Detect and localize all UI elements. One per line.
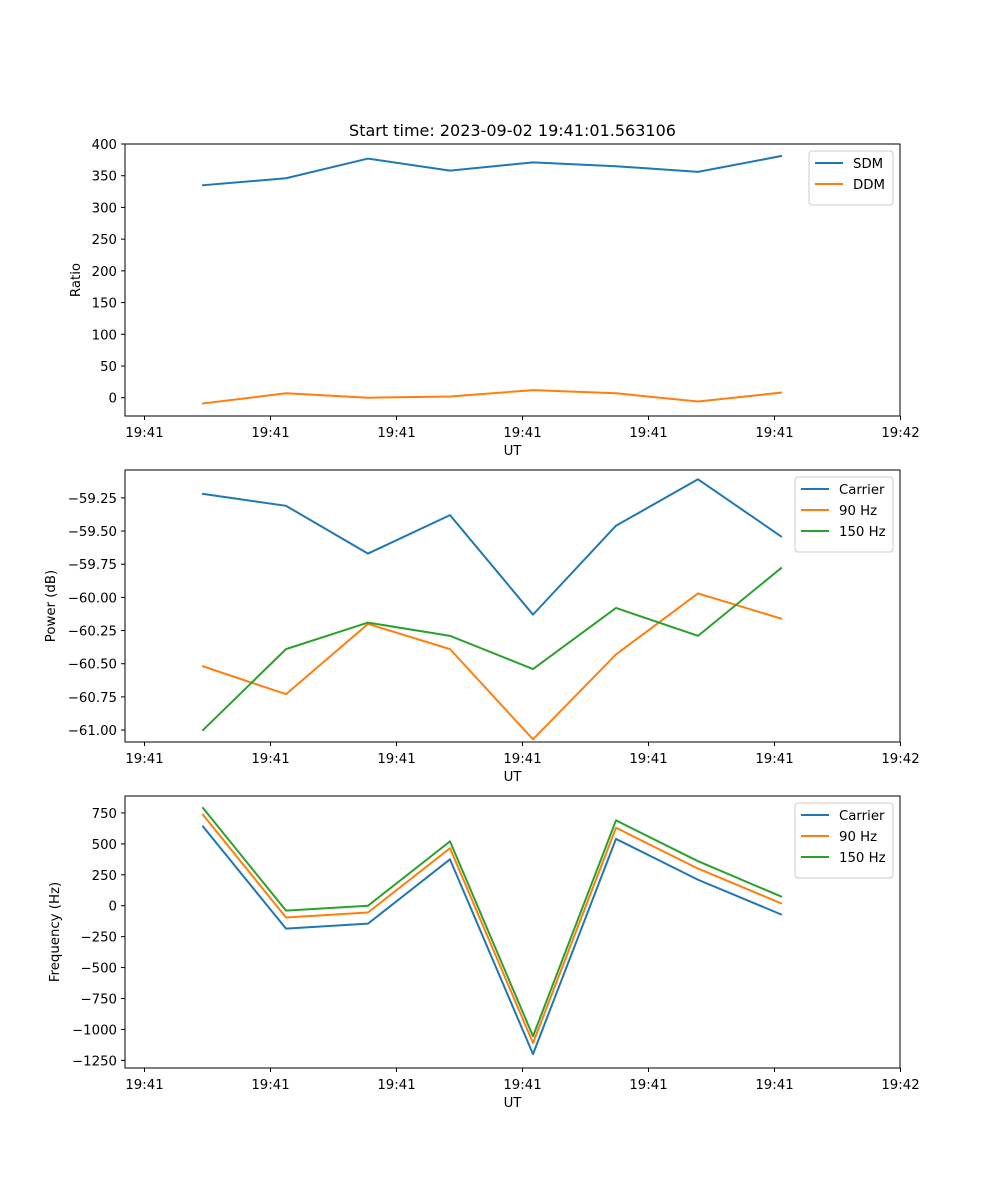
y-tick-label: −60.00: [68, 591, 117, 606]
y-tick-label: 50: [100, 360, 117, 375]
legend-box: [794, 476, 894, 553]
x-axis-label: UT: [504, 1096, 523, 1111]
x-tick-label: 19:42: [881, 1078, 919, 1093]
legend-entry-label: Carrier: [839, 483, 885, 498]
y-tick-label: 100: [92, 328, 117, 343]
legend: Carrier 90 Hz 150 Hz: [794, 476, 894, 553]
x-tick-label: 19:41: [125, 426, 163, 441]
axes-frame: [124, 469, 901, 743]
legend-entry-label: DDM: [853, 178, 885, 193]
y-tick-label: 750: [92, 807, 117, 822]
x-axis-label: UT: [504, 770, 523, 785]
y-tick-label: −60.75: [68, 691, 117, 706]
y-tick-label: 300: [92, 201, 117, 216]
y-tick-label: −59.75: [68, 558, 117, 573]
x-tick-label: 19:42: [881, 426, 919, 441]
chart-panel-3: 19:41 19:41 19:41 19:41 19:41 19:41 19:42 −1250…: [48, 795, 920, 1111]
legend: SDM DDM: [808, 150, 894, 206]
x-tick-label: 19:41: [629, 426, 667, 441]
x-tick-label: 19:41: [503, 426, 541, 441]
y-tick-label: −59.50: [68, 525, 117, 540]
series-line-sdm: [201, 154, 783, 187]
axes-frame: [124, 795, 901, 1069]
x-tick-label: 19:41: [251, 426, 289, 441]
y-tick-label: −500: [80, 962, 117, 977]
y-tick-label: −250: [80, 931, 117, 946]
legend-box: [808, 150, 894, 206]
chart-panel-1: 19:41 19:41 19:41 19:41 19:41 19:41 19:42 0 50 10…: [69, 138, 920, 459]
y-tick-label: −61.00: [68, 724, 117, 739]
y-tick-label: 200: [92, 265, 117, 280]
figure-title: Start time: 2023-09-02 19:41:01.563106: [349, 121, 676, 140]
y-tick-label: −60.50: [68, 658, 117, 673]
y-tick-label: 500: [92, 838, 117, 853]
x-tick-label: 19:41: [125, 1078, 163, 1093]
legend-entry-label: Carrier: [839, 809, 885, 824]
y-axis-label: Power (dB): [44, 570, 59, 642]
legend-entry-label: 150 Hz: [839, 525, 886, 540]
x-tick-label: 19:41: [755, 752, 793, 767]
legend-entry-label: SDM: [853, 157, 883, 172]
x-tick-label: 19:41: [629, 1078, 667, 1093]
panels: 19:41 19:41 19:41 19:41 19:41 19:41 19:42 0 50 10…: [44, 138, 920, 1111]
y-tick-label: 250: [92, 869, 117, 884]
legend-box: [794, 802, 894, 879]
x-tick-label: 19:42: [881, 752, 919, 767]
series-line-150-hz: [201, 566, 783, 732]
y-axis-label: Ratio: [69, 263, 84, 297]
x-tick-label: 19:41: [125, 752, 163, 767]
y-axis-label: Frequency (Hz): [48, 882, 63, 982]
legend-entry-label: 90 Hz: [839, 830, 877, 845]
y-tick-label: 400: [92, 138, 117, 153]
y-tick-label: −59.25: [68, 492, 117, 507]
x-tick-label: 19:41: [755, 1078, 793, 1093]
legend-entry-label: 90 Hz: [839, 504, 877, 519]
y-tick-label: −1250: [72, 1054, 117, 1069]
chart-panel-2: 19:41 19:41 19:41 19:41 19:41 19:41 19:42 −61.0…: [44, 469, 920, 785]
x-tick-label: 19:41: [377, 752, 415, 767]
x-tick-label: 19:41: [629, 752, 667, 767]
x-axis-label: UT: [504, 444, 523, 459]
y-tick-label: 0: [109, 392, 117, 407]
y-tick-label: 150: [92, 297, 117, 312]
series-line-carrier: [201, 478, 783, 616]
series-line-ddm: [201, 389, 783, 405]
x-tick-label: 19:41: [377, 426, 415, 441]
x-tick-label: 19:41: [251, 1078, 289, 1093]
series-line-carrier: [201, 825, 783, 1056]
legend-entry-label: 150 Hz: [839, 851, 886, 866]
legend: Carrier 90 Hz 150 Hz: [794, 802, 894, 879]
axes-frame: [124, 143, 901, 417]
y-tick-label: 250: [92, 233, 117, 248]
x-tick-label: 19:41: [503, 752, 541, 767]
x-tick-label: 19:41: [503, 1078, 541, 1093]
y-tick-label: −60.25: [68, 625, 117, 640]
series-line-90-hz: [201, 813, 783, 1045]
x-tick-label: 19:41: [377, 1078, 415, 1093]
series-line-150-hz: [201, 806, 783, 1038]
x-tick-label: 19:41: [251, 752, 289, 767]
x-tick-label: 19:41: [755, 426, 793, 441]
y-tick-label: 350: [92, 170, 117, 185]
y-tick-label: −1000: [72, 1023, 117, 1038]
y-tick-label: −750: [80, 992, 117, 1007]
y-tick-label: 0: [109, 900, 117, 915]
series-line-90-hz: [201, 592, 783, 741]
